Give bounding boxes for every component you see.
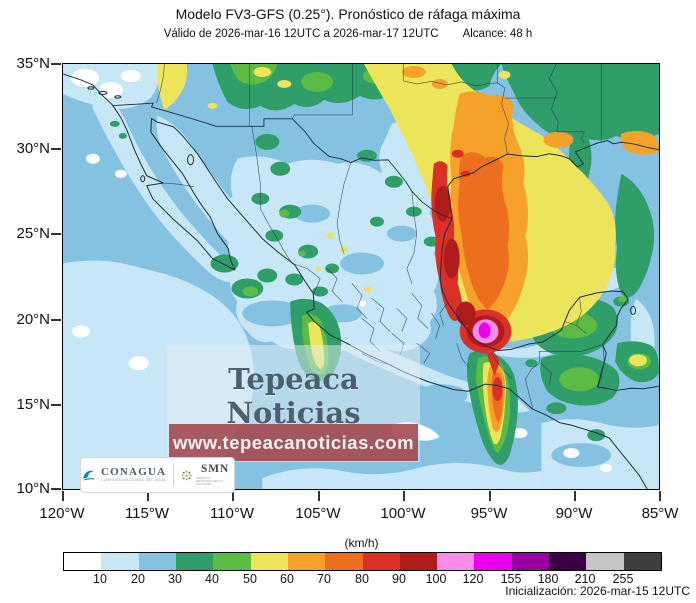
logo-divider [173,464,174,486]
smn-wordmark: SMN [201,463,229,476]
watermark-url: www.tepeacanoticias.com [172,431,415,453]
watermark-url-band: www.tepeacanoticias.com [169,424,418,461]
colorbar [63,552,662,571]
conagua-logo: CONAGUA COMISIÓN NACIONAL DEL AGUA [81,467,166,483]
lat-tick [51,404,61,406]
colorbar-unit-label: (km/h) [344,536,379,550]
colorbar-tick: 50 [243,572,257,586]
smn-tagline: SERVICIO METEOROLÓGICO NACIONAL [196,475,223,486]
colorbar-tick: 90 [392,572,406,586]
colorbar-tick: 155 [500,572,522,586]
map-frame [62,63,660,490]
lon-tick [232,491,234,501]
lat-label: 10°N [16,480,50,497]
conagua-tagline: COMISIÓN NACIONAL DEL AGUA [101,478,167,483]
forecast-range-label: Alcance: 48 h [462,28,533,40]
watermark-title: Tepeaca Noticias [226,362,361,430]
lon-label: 110°W [209,505,255,522]
colorbar-swatch [437,553,475,570]
colorbar-swatch [586,553,624,570]
colorbar-swatch [474,553,512,570]
colorbar-tick: 180 [537,572,559,586]
lon-label: 85°W [641,505,679,522]
colorbar-tick: 10 [93,572,107,586]
initialization-label: Inicialización: 2026-mar-15 12UTC [505,584,690,598]
colorbar-tick: 120 [462,572,484,586]
lat-label: 30°N [16,140,50,157]
conagua-wordmark: CONAGUA [101,466,167,479]
colorbar-swatch [250,553,288,570]
lat-tick [51,319,61,321]
lat-tick [51,488,61,490]
lat-label: 25°N [16,225,50,242]
colorbar-tick: 80 [355,572,369,586]
lon-tick [147,491,149,501]
lat-label: 15°N [16,396,50,413]
lon-label: 95°W [470,505,508,522]
lon-tick [489,491,491,501]
lon-tick [574,491,576,501]
colorbar-swatch [64,553,102,570]
colorbar-tick: 100 [425,572,447,586]
lat-tick [51,63,61,65]
lat-label: 20°N [16,311,50,328]
lon-tick [659,491,661,501]
colorbar-swatch [623,553,661,570]
mexico-gust-map [63,64,659,489]
lon-label: 90°W [555,505,593,522]
colorbar-tick: 20 [131,572,145,586]
colorbar-swatch [101,553,139,570]
colorbar-swatch [549,553,587,570]
lon-label: 100°W [380,505,426,522]
lon-label: 115°W [124,505,170,522]
colorbar-tick: 40 [205,572,219,586]
lon-label: 105°W [295,505,341,522]
colorbar-tick: 70 [317,572,331,586]
agency-logo-box: CONAGUA COMISIÓN NACIONAL DEL AGUA [80,457,235,493]
colorbar-tick: 30 [168,572,182,586]
lat-label: 35°N [16,55,50,72]
lon-tick [403,491,405,501]
colorbar-swatch [511,553,550,570]
colorbar-tick: 210 [574,572,596,586]
colorbar-swatch [399,553,438,570]
colorbar-tick: 255 [612,572,634,586]
lon-tick [318,491,320,501]
colorbar-swatch [325,553,363,570]
lon-tick [62,491,64,501]
smn-spiral-icon [181,470,192,480]
subtitle: Válido de 2026-mar-16 12UTC a 2026-mar-1… [0,28,696,40]
page-title: Modelo FV3-GFS (0.25°). Pronóstico de rá… [175,6,521,22]
colorbar-swatch [138,553,176,570]
colorbar-tick: 60 [280,572,294,586]
smn-logo: SMN SERVICIO METEOROLÓGICO NACIONAL [181,464,234,486]
valid-range-label: Válido de 2026-mar-16 12UTC a 2026-mar-1… [163,28,439,40]
colorbar-swatch [287,553,326,570]
colorbar-swatch [362,553,400,570]
colorbar-swatch [213,553,251,570]
lat-tick [51,148,61,150]
lon-label: 120°W [39,505,85,522]
conagua-wave-icon [83,470,95,481]
colorbar-swatch [175,553,214,570]
lat-tick [51,233,61,235]
